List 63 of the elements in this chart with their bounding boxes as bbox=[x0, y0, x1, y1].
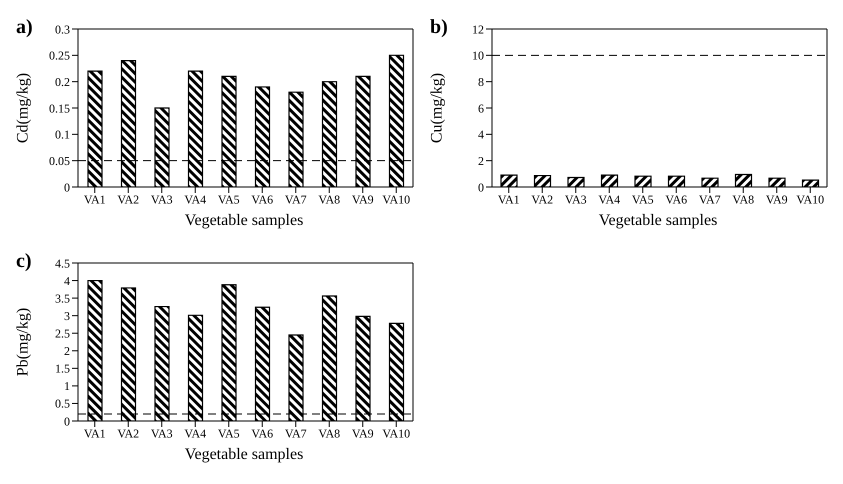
y-tick-label: 0.05 bbox=[49, 154, 70, 168]
y-axis-title: Pb(mg/kg) bbox=[14, 308, 32, 376]
x-tick-label: VA8 bbox=[318, 192, 340, 207]
y-tick-label: 0.2 bbox=[55, 74, 70, 89]
x-tick-label: VA1 bbox=[84, 426, 106, 441]
x-tick-label: VA8 bbox=[732, 192, 754, 207]
x-tick-label: VA7 bbox=[698, 192, 721, 207]
y-tick-label: 1 bbox=[64, 379, 70, 394]
x-axis-title: Vegetable samples bbox=[184, 446, 304, 464]
y-tick-label: 0.1 bbox=[55, 128, 70, 142]
x-tick-label: VA5 bbox=[218, 192, 240, 207]
y-tick-label: 10 bbox=[472, 48, 484, 63]
y-tick-label: 6 bbox=[478, 101, 484, 116]
y-tick-label: 0.5 bbox=[55, 396, 70, 411]
x-tick-label: VA2 bbox=[531, 192, 554, 207]
y-tick-label: 0 bbox=[478, 180, 484, 194]
y-tick-label: 2 bbox=[64, 344, 70, 358]
y-axis-title: Cu(mg/kg) bbox=[428, 72, 446, 144]
x-tick-label: VA10 bbox=[382, 426, 410, 441]
x-tick-label: VA1 bbox=[498, 192, 520, 207]
x-tick-label: VA3 bbox=[150, 426, 173, 441]
y-tick-label: 2.5 bbox=[55, 326, 70, 340]
y-tick-label: 1.5 bbox=[55, 362, 70, 376]
x-tick-label: VA9 bbox=[352, 426, 374, 441]
x-tick-label: VA4 bbox=[184, 426, 206, 441]
y-tick-label: 3 bbox=[64, 308, 70, 323]
y-axis-title: Cd(mg/kg) bbox=[14, 72, 32, 144]
x-axis-title: Vegetable samples bbox=[598, 212, 718, 230]
x-tick-label: VA9 bbox=[352, 192, 374, 207]
chart-title: b) bbox=[430, 16, 448, 39]
y-tick-label: 3.5 bbox=[55, 291, 70, 306]
x-tick-label: VA6 bbox=[251, 426, 274, 441]
x-tick-label: VA7 bbox=[284, 192, 307, 207]
y-tick-label: 0 bbox=[64, 414, 70, 428]
x-tick-label: VA10 bbox=[382, 192, 410, 207]
x-tick-label: VA3 bbox=[564, 192, 587, 207]
y-tick-label: 8 bbox=[478, 74, 484, 89]
y-tick-label: 2 bbox=[478, 154, 484, 168]
x-tick-label: VA6 bbox=[665, 192, 688, 207]
x-tick-label: VA4 bbox=[598, 192, 620, 207]
x-tick-label: VA9 bbox=[766, 192, 788, 207]
x-tick-label: VA2 bbox=[117, 192, 140, 207]
x-tick-label: VA2 bbox=[117, 426, 140, 441]
x-tick-label: VA5 bbox=[218, 426, 240, 441]
x-axis-title: Vegetable samples bbox=[184, 212, 304, 230]
chart-title: c) bbox=[16, 250, 32, 273]
y-tick-label: 4.5 bbox=[55, 256, 70, 270]
x-tick-label: VA5 bbox=[632, 192, 654, 207]
x-tick-label: VA6 bbox=[251, 192, 274, 207]
x-tick-label: VA8 bbox=[318, 426, 340, 441]
y-tick-label: 4 bbox=[64, 274, 70, 288]
x-tick-label: VA7 bbox=[284, 426, 307, 441]
x-tick-label: VA4 bbox=[184, 192, 206, 207]
chart-title: a) bbox=[16, 16, 33, 39]
y-tick-label: 0.15 bbox=[49, 101, 70, 116]
y-tick-label: 4 bbox=[478, 128, 484, 142]
x-tick-label: VA1 bbox=[84, 192, 106, 207]
y-tick-label: 0 bbox=[64, 180, 70, 194]
y-tick-label: 0.25 bbox=[49, 48, 70, 63]
x-tick-label: VA10 bbox=[796, 192, 824, 207]
y-tick-label: 12 bbox=[472, 22, 484, 36]
x-tick-label: VA3 bbox=[150, 192, 173, 207]
y-tick-label: 0.3 bbox=[55, 22, 70, 36]
